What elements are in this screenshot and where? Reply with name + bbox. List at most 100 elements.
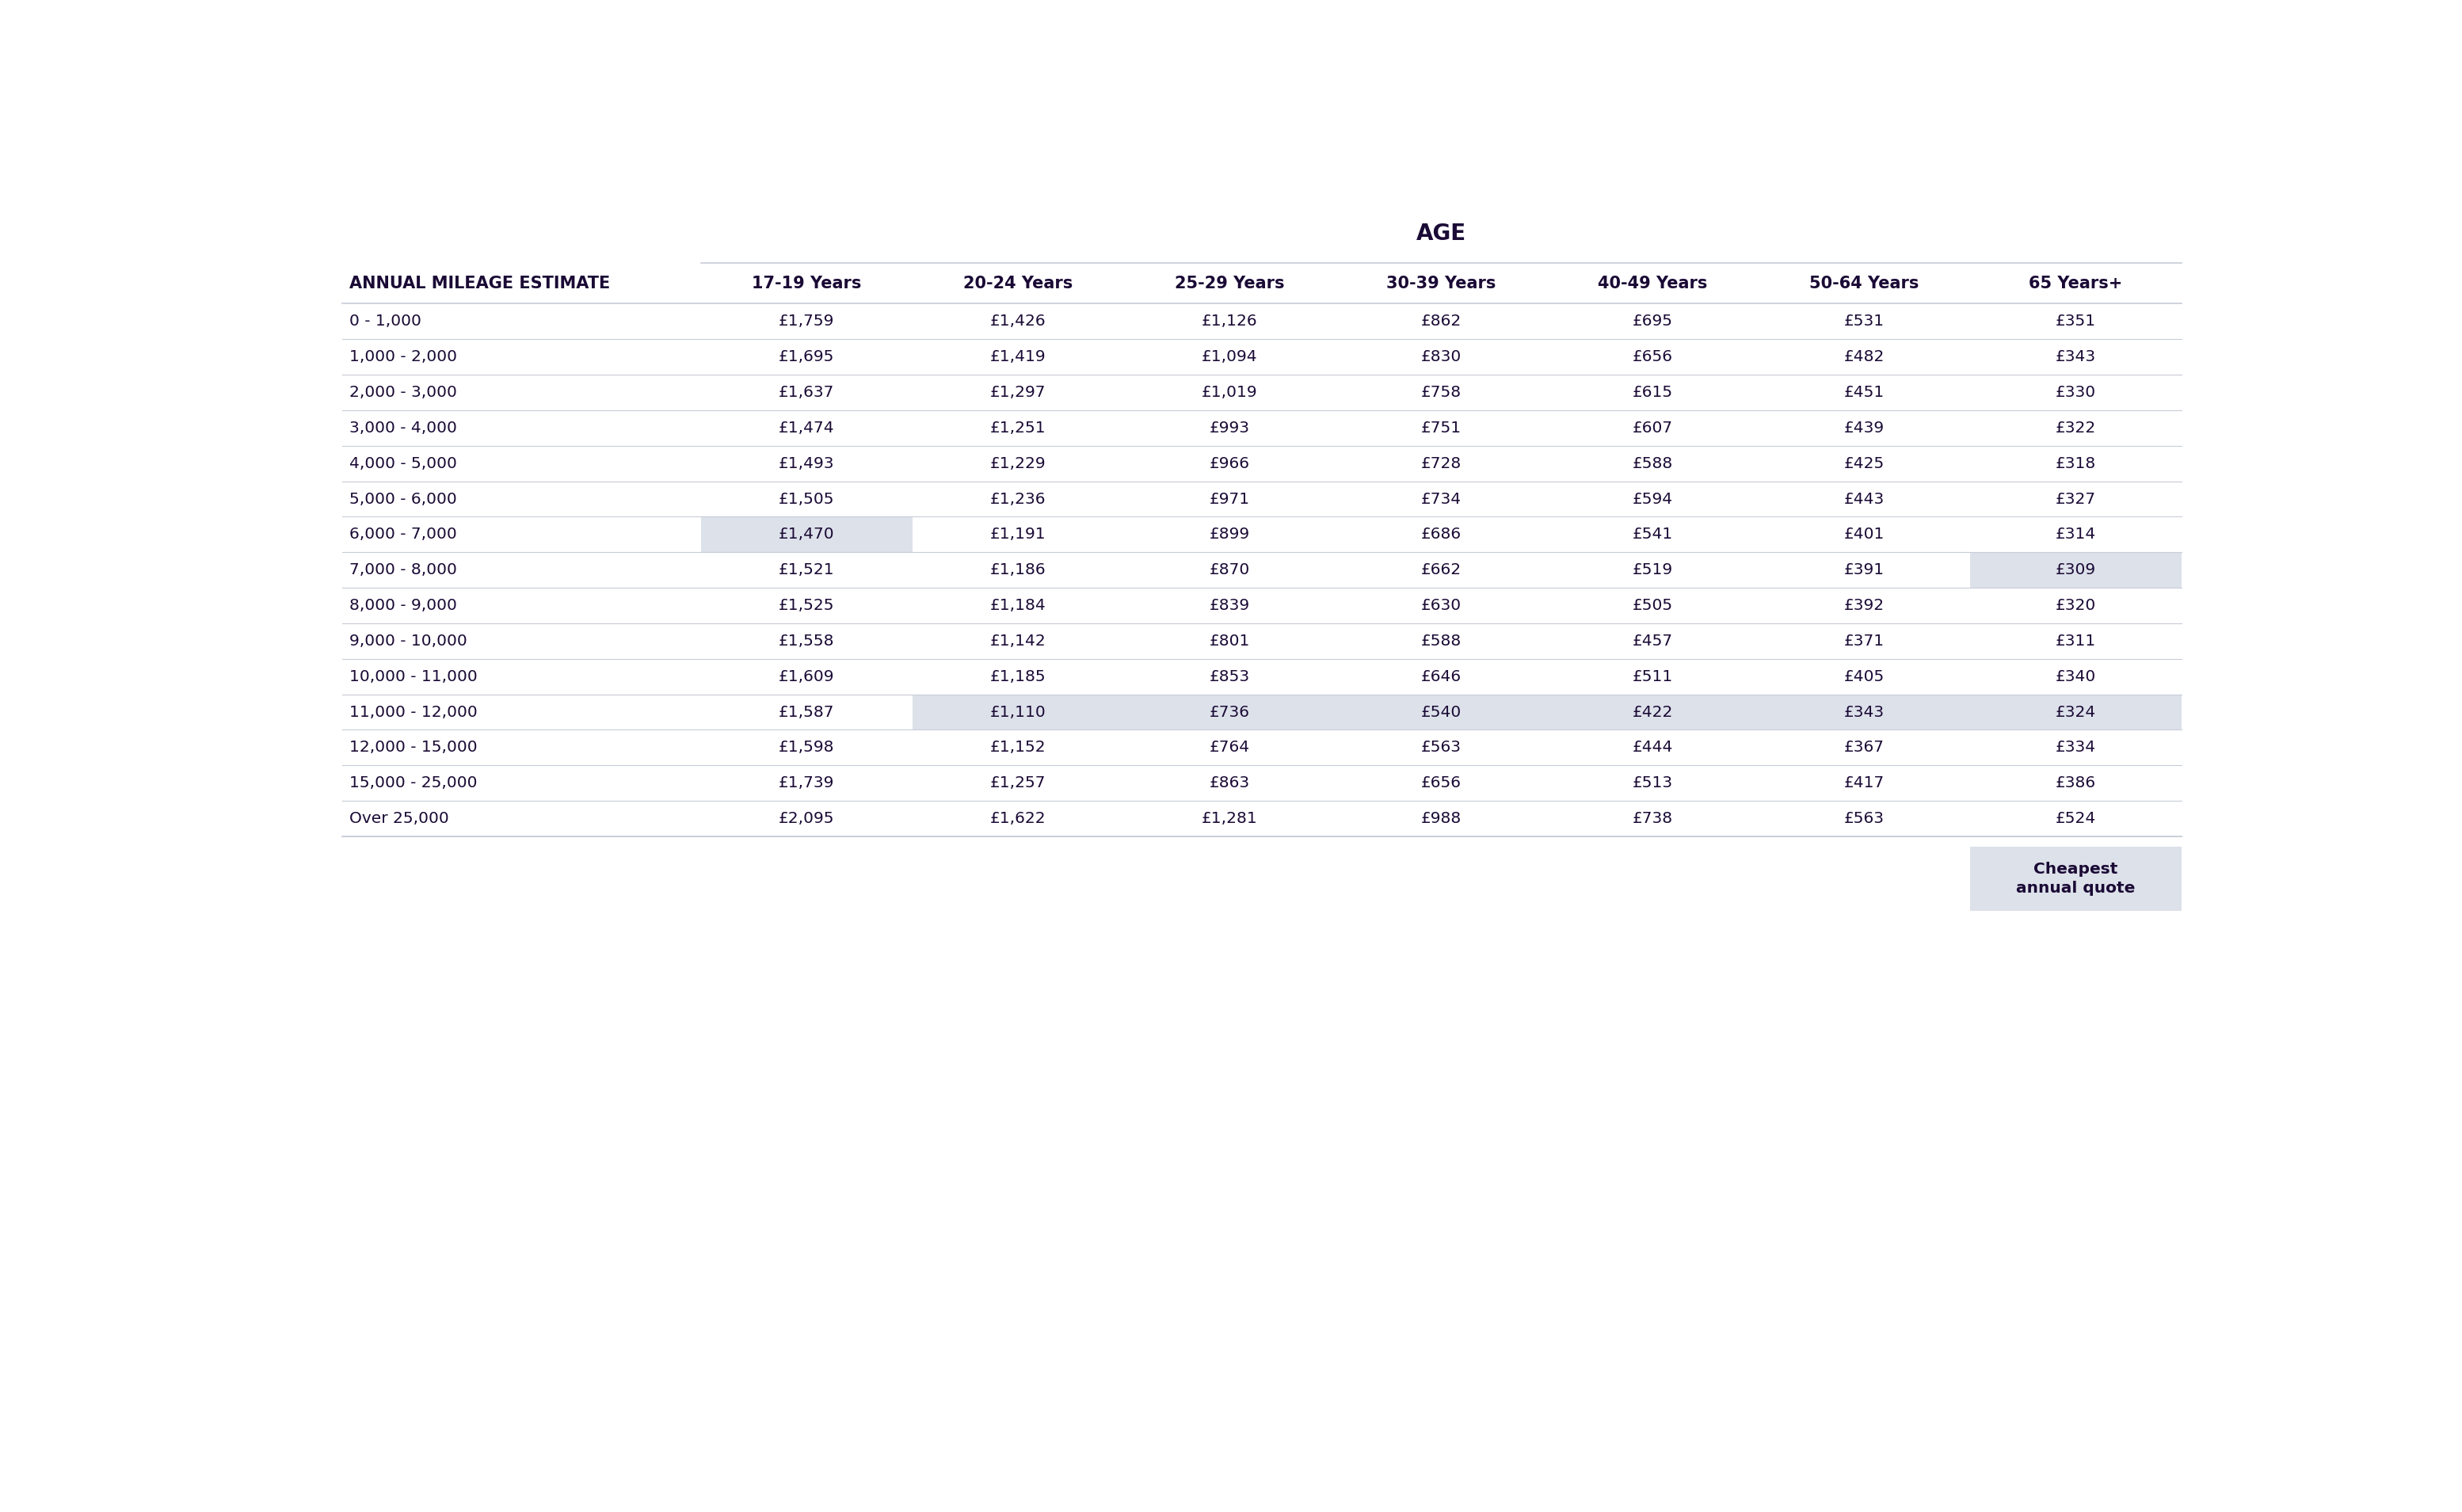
Text: £1,598: £1,598 (778, 739, 835, 754)
Bar (1970, 552, 2181, 588)
Text: £686: £686 (1421, 528, 1462, 541)
Text: £734: £734 (1421, 491, 1462, 507)
Text: £392: £392 (1844, 597, 1883, 612)
Text: £330: £330 (2056, 386, 2095, 401)
Text: £1,257: £1,257 (990, 776, 1046, 791)
Text: AGE: AGE (1416, 222, 1465, 245)
Text: £1,110: £1,110 (990, 705, 1046, 720)
Text: 5,000 - 6,000: 5,000 - 6,000 (350, 491, 458, 507)
Text: £607: £607 (1632, 420, 1672, 435)
Text: £738: £738 (1632, 810, 1672, 826)
Text: £751: £751 (1421, 420, 1462, 435)
Bar (913, 694, 1123, 730)
Text: 6,000 - 7,000: 6,000 - 7,000 (350, 528, 458, 541)
Bar (702, 517, 913, 552)
Text: £322: £322 (2056, 420, 2095, 435)
Text: £1,474: £1,474 (778, 420, 835, 435)
Text: £853: £853 (1209, 668, 1251, 683)
Bar (1334, 694, 1546, 730)
Text: £401: £401 (1844, 528, 1883, 541)
Text: £457: £457 (1632, 634, 1672, 649)
Text: £1,019: £1,019 (1201, 386, 1258, 401)
Text: 1,000 - 2,000: 1,000 - 2,000 (350, 349, 458, 364)
Text: £758: £758 (1421, 386, 1462, 401)
Bar (1970, 847, 2181, 910)
Text: 10,000 - 11,000: 10,000 - 11,000 (350, 668, 478, 683)
Text: £839: £839 (1209, 597, 1251, 612)
Text: Cheapest
annual quote: Cheapest annual quote (2016, 862, 2135, 897)
Text: £531: £531 (1844, 314, 1883, 330)
Text: £314: £314 (2056, 528, 2095, 541)
Text: £1,521: £1,521 (778, 562, 835, 578)
Text: 11,000 - 12,000: 11,000 - 12,000 (350, 705, 478, 720)
Text: £588: £588 (1632, 457, 1674, 472)
Text: £1,587: £1,587 (778, 705, 835, 720)
Text: £966: £966 (1209, 457, 1251, 472)
Text: 50-64 Years: 50-64 Years (1810, 275, 1918, 292)
Text: £2,095: £2,095 (778, 810, 835, 826)
Text: Over 25,000: Over 25,000 (350, 810, 451, 826)
Text: £646: £646 (1421, 668, 1462, 683)
Text: £563: £563 (1421, 739, 1462, 754)
Text: £1,637: £1,637 (778, 386, 835, 401)
Bar (1970, 694, 2181, 730)
Text: £1,297: £1,297 (990, 386, 1046, 401)
Text: 65 Years+: 65 Years+ (2029, 275, 2122, 292)
Text: £1,281: £1,281 (1201, 810, 1258, 826)
Text: £1,185: £1,185 (990, 668, 1046, 683)
Text: £1,695: £1,695 (778, 349, 835, 364)
Text: £630: £630 (1421, 597, 1462, 612)
Text: 20-24 Years: 20-24 Years (963, 275, 1073, 292)
Text: £324: £324 (2056, 705, 2095, 720)
Text: £443: £443 (1844, 491, 1883, 507)
Text: £309: £309 (2056, 562, 2095, 578)
Text: £1,126: £1,126 (1201, 314, 1258, 330)
Text: £662: £662 (1421, 562, 1462, 578)
Text: £425: £425 (1844, 457, 1883, 472)
Text: £1,229: £1,229 (990, 457, 1046, 472)
Text: £1,558: £1,558 (778, 634, 835, 649)
Text: £371: £371 (1844, 634, 1883, 649)
Text: £1,186: £1,186 (990, 562, 1046, 578)
Text: £594: £594 (1632, 491, 1672, 507)
Text: £340: £340 (2056, 668, 2095, 683)
Text: 9,000 - 10,000: 9,000 - 10,000 (350, 634, 468, 649)
Text: £863: £863 (1209, 776, 1251, 791)
Text: 17-19 Years: 17-19 Years (751, 275, 862, 292)
Text: £505: £505 (1632, 597, 1672, 612)
Text: £1,739: £1,739 (778, 776, 835, 791)
Text: £541: £541 (1632, 528, 1674, 541)
Text: £386: £386 (2056, 776, 2095, 791)
Text: £1,470: £1,470 (778, 528, 835, 541)
Text: 2,000 - 3,000: 2,000 - 3,000 (350, 386, 458, 401)
Text: 4,000 - 5,000: 4,000 - 5,000 (350, 457, 458, 472)
Text: £417: £417 (1844, 776, 1883, 791)
Text: £513: £513 (1632, 776, 1672, 791)
Text: £728: £728 (1421, 457, 1462, 472)
Text: £830: £830 (1421, 349, 1462, 364)
Text: £367: £367 (1844, 739, 1883, 754)
Text: £615: £615 (1632, 386, 1672, 401)
Bar (1546, 694, 1758, 730)
Text: £422: £422 (1632, 705, 1674, 720)
Text: £563: £563 (1844, 810, 1883, 826)
Text: £1,236: £1,236 (990, 491, 1046, 507)
Text: £540: £540 (1421, 705, 1462, 720)
Text: £519: £519 (1632, 562, 1672, 578)
Text: £1,505: £1,505 (778, 491, 835, 507)
Text: ANNUAL MILEAGE ESTIMATE: ANNUAL MILEAGE ESTIMATE (350, 275, 611, 292)
Text: £993: £993 (1209, 420, 1251, 435)
Text: £511: £511 (1632, 668, 1674, 683)
Text: 40-49 Years: 40-49 Years (1598, 275, 1709, 292)
Text: 0 - 1,000: 0 - 1,000 (350, 314, 421, 330)
Text: £1,493: £1,493 (778, 457, 835, 472)
Text: £801: £801 (1209, 634, 1251, 649)
Text: 15,000 - 25,000: 15,000 - 25,000 (350, 776, 478, 791)
Text: £318: £318 (2056, 457, 2095, 472)
Text: 7,000 - 8,000: 7,000 - 8,000 (350, 562, 458, 578)
Text: 3,000 - 4,000: 3,000 - 4,000 (350, 420, 458, 435)
Text: £1,251: £1,251 (990, 420, 1046, 435)
Text: £988: £988 (1421, 810, 1462, 826)
Bar (702, 517, 913, 552)
Text: £695: £695 (1632, 314, 1672, 330)
